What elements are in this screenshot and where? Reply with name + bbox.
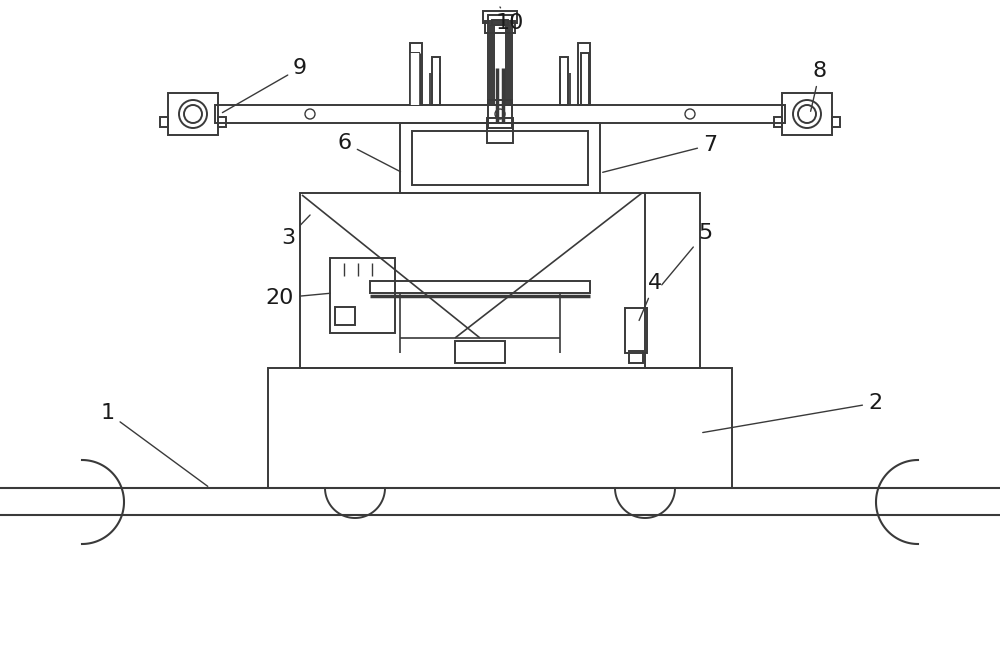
Text: 5: 5 (662, 223, 712, 285)
Bar (492, 20, 508, 105)
Bar (400, 123, 600, 193)
Bar (412, 131, 588, 185)
Bar (160, 117, 168, 127)
Text: 7: 7 (603, 135, 717, 172)
Bar (300, 193, 700, 368)
Bar (487, 118, 513, 143)
Bar (581, 53, 589, 105)
Bar (168, 93, 218, 135)
Text: 3: 3 (281, 215, 310, 248)
Text: 4: 4 (639, 273, 662, 320)
Text: 1: 1 (101, 403, 208, 487)
Bar (782, 93, 832, 135)
Bar (625, 308, 647, 353)
Bar (330, 258, 395, 333)
Bar (832, 117, 840, 127)
Bar (483, 11, 517, 23)
Bar (411, 53, 419, 105)
Bar (455, 341, 505, 363)
Bar (410, 43, 422, 105)
Text: 8: 8 (811, 61, 827, 111)
Text: 2: 2 (703, 393, 882, 432)
Bar (485, 21, 515, 33)
Bar (215, 105, 785, 123)
Bar (432, 57, 440, 105)
Text: 6: 6 (338, 133, 401, 172)
Bar (494, 25, 506, 105)
Bar (370, 281, 590, 293)
Bar (488, 15, 512, 105)
Bar (490, 25, 510, 105)
Bar (335, 307, 355, 325)
Bar (268, 368, 732, 488)
Text: 20: 20 (266, 288, 330, 308)
Text: 9: 9 (222, 58, 307, 113)
Bar (629, 351, 643, 363)
Text: 10: 10 (496, 7, 524, 33)
Bar (488, 100, 512, 128)
Bar (774, 117, 782, 127)
Bar (218, 117, 226, 127)
Bar (578, 43, 590, 105)
Bar (560, 57, 568, 105)
